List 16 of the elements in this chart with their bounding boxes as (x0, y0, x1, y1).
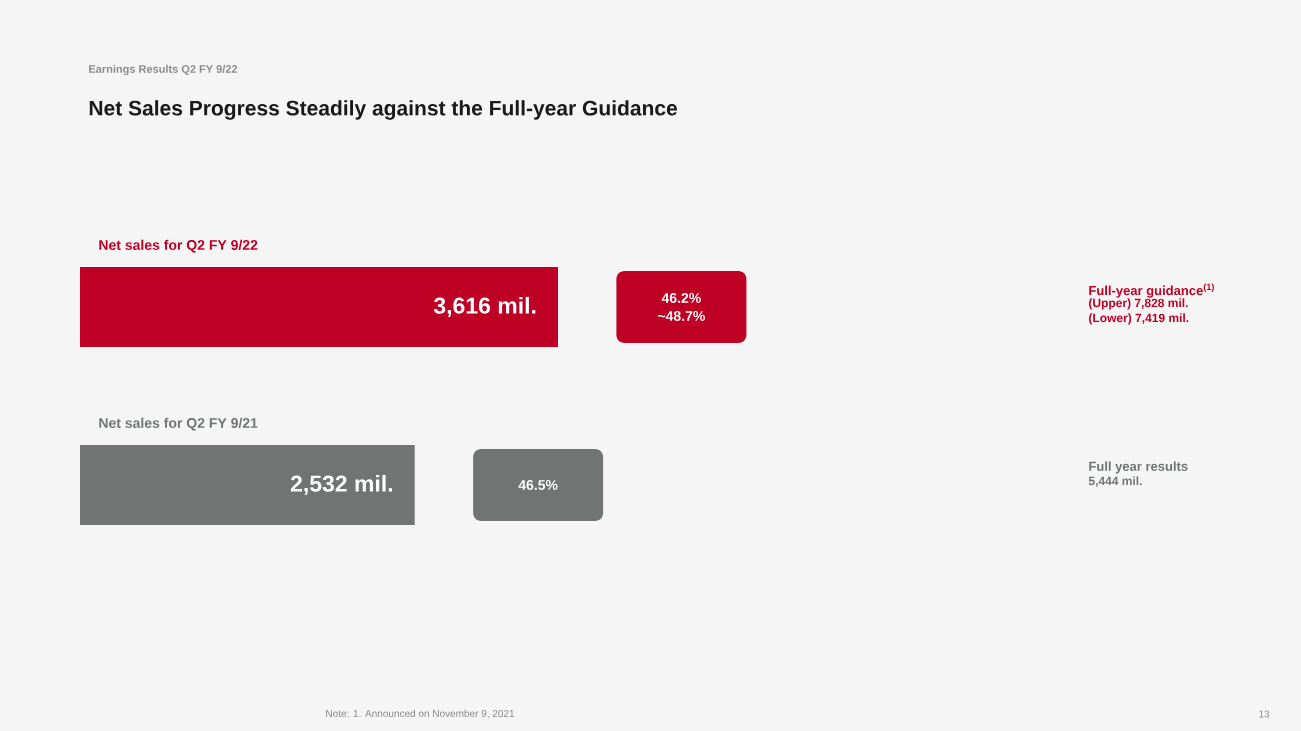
text: (Upper) 7,828 mil. (1089, 298, 1188, 310)
data-label: 2,532 mil. (290, 474, 393, 496)
chart-title: Net Sales Progress Steadily against the Full-year Guidance (89, 100, 678, 120)
data-label: 3,616 mil. (433, 296, 536, 318)
text: 13 (1259, 710, 1270, 718)
y-tick-label: Net sales for Q2 FY 9/22 (99, 239, 258, 253)
y-tick-label: Net sales for Q2 FY 9/21 (99, 417, 258, 431)
annotation: 46.5% (518, 480, 558, 490)
text: Note: 1. Announced on November 9, 2021 (326, 709, 515, 719)
text: 5,444 mil. (1088, 476, 1142, 487)
text: ~48.7% (658, 311, 705, 321)
text: 46.2% (661, 293, 701, 303)
text: (Lower) 7,419 mil. (1089, 313, 1189, 325)
text: Full-year guidance$^{(1)}$ (1089, 283, 1214, 298)
text: Full year results (1089, 461, 1188, 474)
chart-subtitle: Earnings Results Q2 FY 9/22 (89, 64, 238, 76)
